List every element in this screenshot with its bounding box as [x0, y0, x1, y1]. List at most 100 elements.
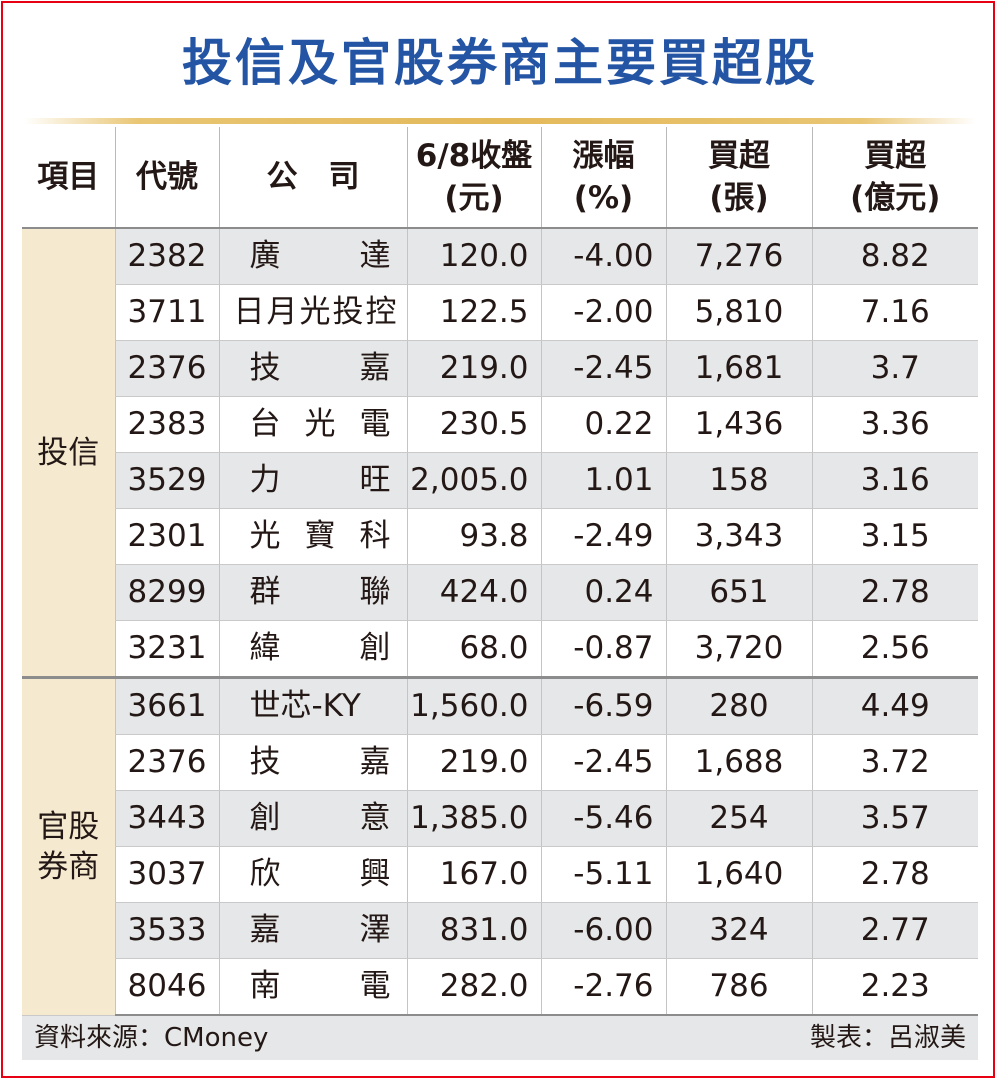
- cell-code: 2376: [114, 734, 219, 791]
- table-row: 2383 台光電 230.5 0.22 1,436 3.36: [22, 396, 978, 453]
- cell-amount: 8.82: [811, 228, 978, 285]
- cell-close: 230.5: [406, 396, 541, 453]
- header-amount-line1: 買超: [864, 138, 927, 174]
- cell-amount: 4.49: [811, 676, 978, 735]
- table-row: 3231 緯創 68.0 -0.87 3,720 2.56: [22, 620, 978, 678]
- cell-amount: 2.78: [811, 564, 978, 621]
- cell-lots: 5,810: [665, 284, 812, 341]
- cell-name: 南電: [218, 958, 407, 1017]
- cell-lots: 7,276: [665, 228, 812, 285]
- cell-close: 219.0: [406, 734, 541, 791]
- cell-lots: 254: [665, 790, 812, 847]
- cell-name: 技嘉: [218, 734, 407, 791]
- header-close: 6/8收盤 (元): [406, 127, 541, 229]
- cell-name: 緯創: [218, 620, 407, 678]
- cell-code: 2376: [114, 340, 219, 397]
- title-divider: [24, 118, 976, 124]
- cell-amount: 3.15: [811, 508, 978, 565]
- cell-code: 3533: [114, 902, 219, 959]
- cell-change: 0.22: [540, 396, 666, 453]
- cell-close: 2,005.0: [406, 452, 541, 509]
- cell-amount: 2.78: [811, 846, 978, 903]
- table-row: 2301 光寶科 93.8 -2.49 3,343 3.15: [22, 508, 978, 565]
- cell-change: -4.00: [540, 228, 666, 285]
- cell-change: -5.11: [540, 846, 666, 903]
- cell-code: 3037: [114, 846, 219, 903]
- table-row: 3037 欣興 167.0 -5.11 1,640 2.78: [22, 846, 978, 903]
- cell-change: -2.00: [540, 284, 666, 341]
- cell-amount: 3.57: [811, 790, 978, 847]
- cell-lots: 324: [665, 902, 812, 959]
- cell-name: 創意: [218, 790, 407, 847]
- cell-amount: 7.16: [811, 284, 978, 341]
- cell-lots: 3,720: [665, 620, 812, 678]
- header-change-line2: (%): [573, 180, 634, 216]
- cell-code: 8046: [114, 958, 219, 1017]
- cell-lots: 1,688: [665, 734, 812, 791]
- footer-bar: 資料來源：CMoney 製表：呂淑美: [22, 1016, 978, 1060]
- header-change-line1: 漲幅: [572, 138, 635, 174]
- header-item: 項目: [22, 127, 115, 229]
- cell-code: 3231: [114, 620, 219, 678]
- cell-code: 2301: [114, 508, 219, 565]
- cell-amount: 2.23: [811, 958, 978, 1017]
- cell-change: -0.87: [540, 620, 666, 678]
- cell-code: 3443: [114, 790, 219, 847]
- cell-close: 1,385.0: [406, 790, 541, 847]
- table-row: 3443 創意 1,385.0 -5.46 254 3.57: [22, 790, 978, 847]
- source-note: 資料來源：CMoney: [34, 1023, 269, 1053]
- buy-table: 項目 代號 公 司 6/8收盤 (元) 漲幅 (%) 買超 (張) 買超 (億元) 投信…: [22, 127, 978, 1017]
- cell-amount: 3.36: [811, 396, 978, 453]
- header-close-line2: (元): [444, 180, 504, 216]
- cell-name: 欣興: [218, 846, 407, 903]
- cell-change: 1.01: [540, 452, 666, 509]
- cell-lots: 651: [665, 564, 812, 621]
- table-row: 官股 券商 3661 世芯-KY 1,560.0 -6.59 280 4.49: [22, 676, 978, 1016]
- cell-change: -6.59: [540, 676, 666, 735]
- cell-close: 1,560.0: [406, 676, 541, 735]
- header-code: 代號: [114, 127, 219, 229]
- group-label-trust: 投信: [22, 228, 115, 678]
- cell-code: 3529: [114, 452, 219, 509]
- header-amount: 買超 (億元): [811, 127, 978, 229]
- header-lots-line1: 買超: [708, 138, 770, 174]
- cell-close: 122.5: [406, 284, 541, 341]
- maker-note: 製表：呂淑美: [809, 1023, 966, 1053]
- cell-name: 日月光投控: [218, 284, 407, 341]
- cell-amount: 3.7: [811, 340, 978, 397]
- cell-name: 台光電: [218, 396, 407, 453]
- cell-code: 3661: [114, 676, 219, 735]
- table-row: 投信 2382 廣達 120.0 -4.00 7,276 8.82: [22, 228, 978, 678]
- cell-close: 831.0: [406, 902, 541, 959]
- cell-change: 0.24: [540, 564, 666, 621]
- cell-close: 424.0: [406, 564, 541, 621]
- header-lots-line2: (張): [709, 180, 769, 216]
- cell-change: -2.45: [540, 734, 666, 791]
- cell-lots: 280: [665, 676, 812, 735]
- cell-name: 嘉澤: [218, 902, 407, 959]
- group-label-line1: 官股: [37, 809, 100, 845]
- cell-amount: 3.72: [811, 734, 978, 791]
- cell-name: 世芯-KY: [218, 676, 407, 735]
- cell-code: 8299: [114, 564, 219, 621]
- header-company: 公 司: [218, 127, 407, 229]
- cell-name: 力旺: [218, 452, 407, 509]
- header-amount-line2: (億元): [850, 180, 941, 216]
- cell-lots: 158: [665, 452, 812, 509]
- cell-name: 技嘉: [218, 340, 407, 397]
- cell-change: -2.76: [540, 958, 666, 1017]
- cell-lots: 3,343: [665, 508, 812, 565]
- table-row: 2376 技嘉 219.0 -2.45 1,688 3.72: [22, 734, 978, 791]
- cell-code: 2382: [114, 228, 219, 285]
- cell-name: 廣達: [218, 228, 407, 285]
- cell-change: -2.49: [540, 508, 666, 565]
- cell-code: 3711: [114, 284, 219, 341]
- table-row: 3529 力旺 2,005.0 1.01 158 3.16: [22, 452, 978, 509]
- cell-lots: 1,640: [665, 846, 812, 903]
- table-row: 3533 嘉澤 831.0 -6.00 324 2.77: [22, 902, 978, 959]
- table-row: 2376 技嘉 219.0 -2.45 1,681 3.7: [22, 340, 978, 397]
- cell-name: 群聯: [218, 564, 407, 621]
- cell-close: 68.0: [406, 620, 541, 678]
- header-close-line1: 6/8收盤: [415, 138, 533, 174]
